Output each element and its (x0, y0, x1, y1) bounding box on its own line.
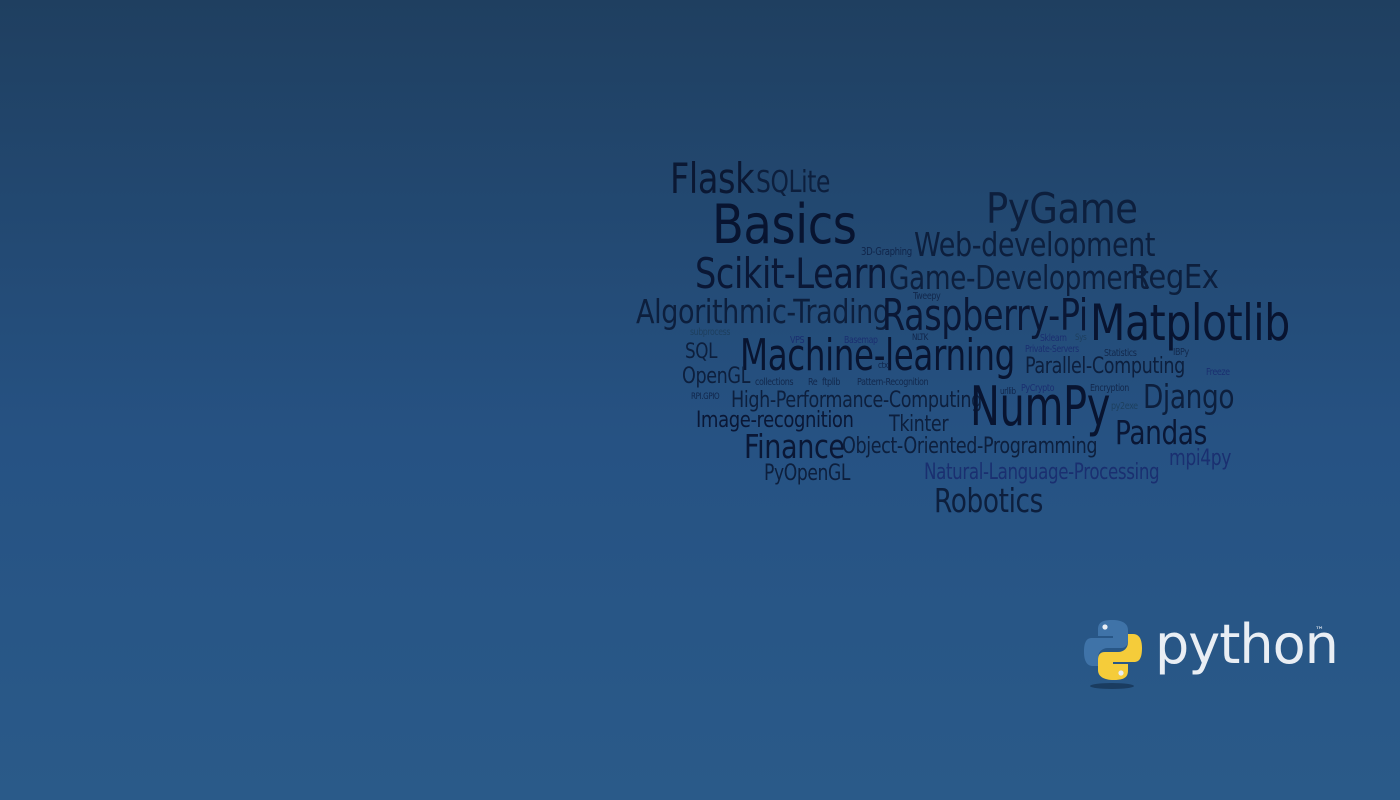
python-snake-icon (1084, 620, 1142, 689)
word-cloud-term: NLTK (912, 333, 928, 343)
word-cloud-term: PyGame (986, 184, 1138, 233)
word-cloud-term: Finance (744, 427, 845, 466)
word-cloud-term: Natural-Language-Processing (924, 460, 1160, 485)
word-cloud-term: Pattern-Recognition (857, 377, 929, 388)
word-cloud-term: Scikit-Learn (695, 249, 888, 298)
word-cloud-term: Web-development (914, 225, 1156, 264)
word-cloud-term: IBPy (1173, 347, 1189, 358)
word-cloud-term: Basics (712, 193, 857, 256)
word-cloud-term: Algorithmic-Trading (636, 292, 890, 331)
word-cloud-term: Robotics (934, 481, 1043, 520)
word-cloud-term: ftplib (822, 377, 841, 388)
word-cloud-term: Django (1143, 377, 1235, 416)
word-cloud-term: VPS (790, 335, 805, 346)
word-cloud-term: SQLite (756, 165, 831, 200)
word-cloud-term: Matplotlib (1090, 294, 1290, 352)
word-cloud-term: Tkinter (889, 412, 949, 437)
word-cloud-term: High-Performance-Computing (731, 388, 982, 413)
word-cloud-term: Machine-learning (740, 330, 1015, 381)
word-cloud-term: py2exe (1111, 401, 1138, 412)
word-cloud-term: RegEx (1130, 257, 1219, 296)
word-cloud-term: Private-Servers (1025, 344, 1079, 355)
word-cloud-term: Raspberry-Pi (882, 290, 1088, 341)
word-cloud-term: Parallel-Computing (1025, 354, 1185, 379)
word-cloud-term: Sklearn (1040, 333, 1067, 344)
word-cloud-term: Encryption (1090, 383, 1129, 394)
word-cloud-term: OpenGL (682, 364, 751, 389)
word-cloud-term: Image-recognition (696, 408, 854, 433)
word-cloud-term: collections (755, 377, 794, 388)
python-wordmark: python (1155, 613, 1339, 676)
python-logo: python ™ (1083, 618, 1339, 693)
word-cloud-term: ctx (878, 361, 888, 371)
word-cloud-term: 3D-Graphing (861, 245, 912, 258)
word-cloud-term: mpi4py (1169, 446, 1232, 471)
word-cloud-term: Flask (670, 154, 755, 203)
word-cloud-term: Game-Development (889, 258, 1149, 297)
word-cloud-term: urllib (1000, 387, 1016, 397)
word-cloud-term: SQL (685, 339, 718, 363)
word-cloud-term: Tweepy (913, 291, 941, 302)
word-cloud-term: subprocess (690, 327, 731, 338)
word-cloud-term: Re (808, 377, 818, 388)
word-cloud-term: PyOpenGL (764, 461, 851, 486)
word-cloud-term: Object-Oriented-Programming (842, 434, 1098, 459)
word-cloud-term: Statistics (1104, 348, 1137, 359)
word-cloud-term: Pandas (1115, 413, 1207, 452)
word-cloud-term: Basemap (844, 335, 878, 346)
word-cloud-term: NumPy (970, 375, 1111, 438)
word-cloud-term: PyCrypto (1021, 383, 1055, 394)
word-cloud-term: RPI.GPIO (691, 392, 720, 402)
trademark-symbol: ™ (1315, 626, 1324, 636)
word-cloud-term: Freeze (1206, 367, 1230, 378)
word-cloud-term: Sys (1075, 333, 1087, 343)
